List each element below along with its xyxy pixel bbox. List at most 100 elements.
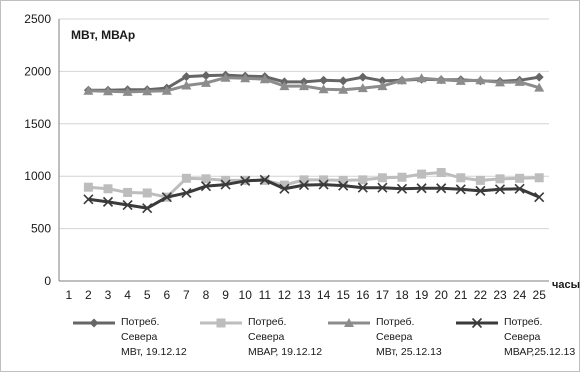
data-point — [216, 318, 226, 328]
data-point-stroke — [471, 317, 483, 329]
data-point — [455, 184, 466, 195]
x-tick-label: 14 — [317, 288, 331, 302]
legend-swatch — [200, 318, 242, 328]
data-point — [240, 73, 251, 83]
y-tick-label: 2000 — [24, 64, 51, 78]
data-point — [279, 183, 290, 194]
x-tick-label: 7 — [183, 288, 190, 302]
y-tick-labels: 0 500 1000 1500 2000 2500 — [24, 12, 51, 288]
x-tick-label: 10 — [239, 288, 253, 302]
y-tick-label: 0 — [44, 274, 51, 288]
data-point-stroke — [494, 184, 506, 195]
x-tick-label: 17 — [376, 288, 390, 302]
legend-label: Потреб. Севера МВт, 25.12.13 — [376, 316, 442, 358]
data-point — [181, 187, 192, 199]
data-point — [436, 168, 446, 178]
data-point-stroke — [102, 196, 114, 207]
gridlines — [59, 18, 549, 230]
data-point — [122, 199, 133, 211]
data-point — [416, 73, 427, 83]
data-point-stroke — [475, 185, 486, 196]
x-tick-label: 5 — [144, 288, 151, 302]
data-point — [83, 182, 93, 192]
data-point — [495, 77, 505, 87]
data-point — [161, 192, 172, 203]
x-tick-label: 21 — [454, 288, 468, 302]
series-4 — [83, 174, 545, 214]
data-point — [475, 175, 485, 185]
data-point — [436, 183, 447, 194]
data-point — [377, 182, 388, 193]
data-point — [181, 173, 191, 183]
legend-swatch — [328, 318, 370, 327]
data-point — [89, 318, 99, 328]
data-point — [534, 173, 544, 183]
data-point-stroke — [318, 179, 329, 190]
data-point — [201, 174, 211, 184]
data-point — [495, 174, 505, 184]
x-tick-label: 3 — [105, 288, 112, 302]
data-point-stroke — [279, 183, 290, 194]
data-point — [181, 80, 192, 90]
legend-item-1: Потреб. Севера МВт, 19.12.12 — [71, 315, 201, 369]
data-point — [298, 180, 310, 191]
data-point-stroke — [259, 174, 270, 185]
data-point — [201, 71, 211, 81]
data-point — [123, 187, 133, 197]
x-tick-label: 4 — [124, 288, 131, 302]
data-point — [338, 84, 349, 94]
series-3 — [83, 72, 545, 96]
x-tick-label: 11 — [259, 288, 272, 302]
data-point — [475, 75, 486, 85]
x-tick-label: 1 — [65, 288, 72, 302]
x-tick-label: 22 — [474, 288, 488, 302]
data-point-stroke — [200, 181, 212, 192]
data-point-stroke — [514, 183, 525, 194]
legend-item-2: Потреб. Севера МВАР, 19.12.12 — [198, 315, 328, 369]
x-tick-label: 25 — [533, 288, 547, 302]
data-point — [456, 173, 466, 183]
data-point-stroke — [142, 203, 153, 214]
x-tick-label: 20 — [435, 288, 449, 302]
y-tick-label: 500 — [31, 222, 51, 236]
data-point — [357, 182, 368, 193]
data-point-stroke — [220, 179, 231, 190]
data-point — [397, 172, 407, 182]
data-point — [103, 86, 113, 96]
data-point — [534, 82, 545, 92]
x-tick-label: 24 — [513, 288, 527, 302]
data-point — [358, 175, 368, 185]
data-point — [514, 183, 525, 194]
data-point — [338, 175, 348, 185]
data-point — [259, 174, 270, 185]
data-point-stroke — [338, 180, 349, 191]
data-point — [201, 77, 211, 87]
data-point — [396, 183, 408, 194]
legend-label: Потреб. Севера МВАР,25.12.13 — [504, 316, 576, 358]
data-point — [338, 76, 348, 86]
data-point — [103, 184, 113, 194]
data-point-stroke — [298, 180, 310, 191]
data-point — [475, 185, 486, 196]
y-tick-label: 1000 — [24, 169, 51, 183]
data-point-stroke — [436, 183, 447, 194]
data-point — [142, 86, 153, 96]
legend-label: Потреб. Севера МВт, 19.12.12 — [121, 316, 187, 358]
data-point — [436, 74, 447, 84]
data-point — [220, 72, 231, 82]
data-point — [417, 169, 427, 179]
data-point — [259, 74, 270, 84]
data-point — [102, 196, 114, 207]
series-2 — [83, 168, 544, 202]
legend: Потреб. Севера МВт, 19.12.12 Потреб. Севе… — [1, 315, 581, 371]
data-point-stroke — [122, 199, 133, 211]
legend-item-4: Потреб. Севера МВАР,25.12.13 — [454, 315, 582, 369]
data-point — [161, 85, 172, 95]
legend-swatch — [73, 318, 115, 328]
data-point — [142, 203, 153, 214]
data-point — [338, 180, 349, 191]
x-tick-label: 19 — [415, 288, 429, 302]
data-point — [221, 175, 231, 185]
data-point — [122, 86, 133, 96]
